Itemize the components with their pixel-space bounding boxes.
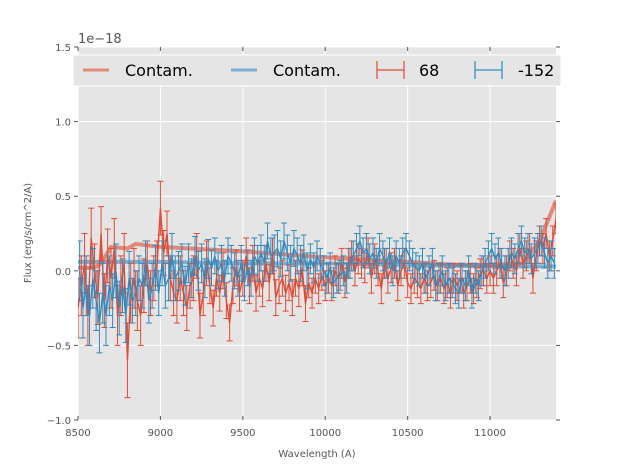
- x-tick-label: 9000: [148, 428, 173, 439]
- legend-label-68: 68: [419, 61, 439, 80]
- series-layer: [78, 180, 556, 399]
- legend-errorbar-icon-68: [376, 61, 405, 79]
- axes: 8500 9000 9500 10000 10500 11000 −1.0 −0.5 0.0 0.…: [47, 43, 560, 439]
- legend-entry-contam-68: Contam.: [83, 61, 193, 80]
- errorbar-series: [78, 222, 556, 354]
- x-tick-label: 8500: [65, 428, 90, 439]
- legend-label-contam-152: Contam.: [273, 61, 341, 80]
- y-offset-label: 1e−18: [78, 32, 122, 47]
- y-tick-label: 1.5: [55, 43, 71, 54]
- legend-label-contam-68: Contam.: [125, 61, 193, 80]
- legend-label-152: -152: [518, 61, 554, 80]
- plot-background: [78, 47, 556, 420]
- x-tick-label: 10500: [392, 428, 424, 439]
- y-tick-label: −0.5: [47, 341, 71, 352]
- flux-line: [78, 238, 555, 324]
- legend-errorbar-icon-152: [474, 61, 503, 79]
- x-tick-label: 9500: [230, 428, 255, 439]
- x-tick-label: 10000: [309, 428, 341, 439]
- legend: Contam. Contam. 68 -152: [72, 54, 562, 87]
- y-tick-label: 0.0: [55, 267, 71, 278]
- flux-line: [78, 208, 556, 361]
- y-axis-label: Flux (erg/s/cm^2/A): [23, 183, 34, 283]
- y-tick-label: 1.0: [55, 118, 71, 129]
- y-tick-label: −1.0: [47, 416, 71, 427]
- x-axis-label: Wavelength (A): [278, 449, 355, 460]
- y-tick-label: 0.5: [55, 192, 71, 203]
- x-tick-label: 11000: [474, 428, 506, 439]
- legend-entry-152: -152: [474, 61, 554, 80]
- legend-entry-contam-152: Contam.: [231, 61, 341, 80]
- contam-line: [78, 199, 556, 270]
- legend-entry-68: 68: [376, 61, 439, 80]
